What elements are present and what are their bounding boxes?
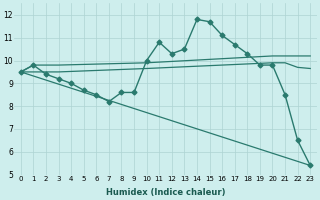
X-axis label: Humidex (Indice chaleur): Humidex (Indice chaleur)	[106, 188, 225, 197]
